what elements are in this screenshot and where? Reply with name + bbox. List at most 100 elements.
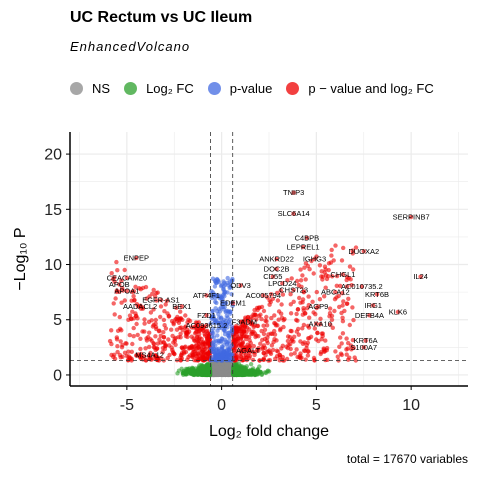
data-point — [151, 341, 156, 346]
data-point — [310, 299, 315, 304]
data-point — [137, 286, 142, 291]
gene-label: BEX1 — [172, 302, 191, 311]
data-point — [117, 282, 122, 287]
gene-label: AADACL2 — [123, 302, 157, 311]
data-point — [143, 346, 148, 351]
data-point — [306, 325, 312, 330]
data-point — [227, 338, 232, 343]
data-point — [180, 371, 186, 376]
data-point — [219, 298, 225, 303]
data-point — [341, 245, 346, 251]
data-point — [278, 288, 283, 293]
data-point — [189, 343, 195, 349]
data-point — [341, 299, 346, 304]
data-point — [127, 313, 133, 318]
data-point — [301, 322, 307, 328]
data-point — [199, 349, 204, 354]
gene-label: EDEM1 — [220, 299, 246, 308]
data-point — [219, 354, 224, 359]
data-point — [329, 317, 335, 322]
data-point — [183, 313, 188, 318]
data-point — [227, 317, 233, 323]
data-point — [243, 325, 248, 330]
data-point — [112, 312, 117, 317]
data-point — [109, 328, 114, 333]
legend-label: p-value — [229, 80, 273, 96]
data-point — [242, 319, 247, 325]
data-point — [317, 263, 323, 268]
data-point — [265, 368, 271, 373]
data-point — [147, 352, 152, 358]
data-point — [268, 351, 274, 356]
data-point — [274, 256, 279, 262]
data-point — [206, 334, 211, 339]
data-point — [258, 312, 263, 317]
data-point — [232, 340, 237, 345]
data-point — [215, 333, 220, 338]
gene-label: APOB — [109, 280, 130, 289]
legend-dot — [124, 81, 138, 95]
data-point — [222, 342, 227, 347]
data-point — [317, 297, 323, 302]
data-point — [270, 274, 275, 279]
x-tick-label: 0 — [217, 397, 226, 414]
data-point — [289, 329, 294, 334]
data-point — [204, 323, 209, 328]
data-point — [204, 293, 209, 298]
data-point — [131, 325, 136, 331]
data-point — [240, 334, 246, 339]
legend-item: p-value — [207, 80, 273, 96]
data-point — [220, 319, 225, 325]
data-point — [314, 289, 319, 295]
data-point — [154, 298, 159, 303]
data-point — [118, 355, 123, 360]
data-point — [210, 313, 216, 318]
data-point — [171, 320, 176, 325]
data-point — [220, 302, 225, 307]
data-point — [296, 332, 301, 337]
data-point — [109, 271, 114, 276]
data-point — [207, 372, 212, 378]
data-point — [114, 335, 120, 340]
data-point — [125, 357, 131, 363]
data-point — [301, 348, 307, 353]
data-point — [150, 291, 155, 296]
data-point — [126, 317, 131, 322]
data-point — [269, 315, 274, 321]
gene-label: ABCA12 — [321, 288, 350, 297]
gene-label: C4BPB — [295, 234, 320, 243]
data-point — [344, 336, 349, 341]
data-point — [346, 340, 351, 346]
data-point — [306, 294, 311, 299]
data-point — [374, 292, 380, 297]
data-point — [109, 352, 114, 358]
y-tick-label: 15 — [44, 202, 62, 219]
data-point — [158, 314, 163, 320]
data-point — [348, 277, 353, 282]
data-point — [324, 345, 330, 351]
data-point — [324, 276, 330, 282]
data-point — [142, 329, 147, 334]
data-point — [303, 357, 308, 362]
data-point — [238, 283, 243, 288]
data-point — [323, 357, 328, 363]
data-point — [210, 308, 215, 314]
data-point — [278, 326, 283, 331]
data-point — [117, 314, 123, 320]
data-point — [328, 260, 334, 265]
data-point — [147, 294, 152, 299]
data-point — [294, 347, 299, 352]
data-point — [131, 334, 136, 339]
data-point — [270, 347, 276, 353]
data-point — [182, 345, 187, 350]
data-point — [242, 328, 247, 334]
data-point — [213, 348, 219, 353]
data-point — [340, 319, 346, 324]
data-point — [318, 322, 323, 327]
data-point — [344, 301, 350, 306]
data-point — [332, 297, 338, 302]
data-point — [178, 331, 183, 336]
data-point — [264, 349, 269, 354]
data-point — [312, 326, 317, 331]
data-point — [240, 345, 246, 350]
